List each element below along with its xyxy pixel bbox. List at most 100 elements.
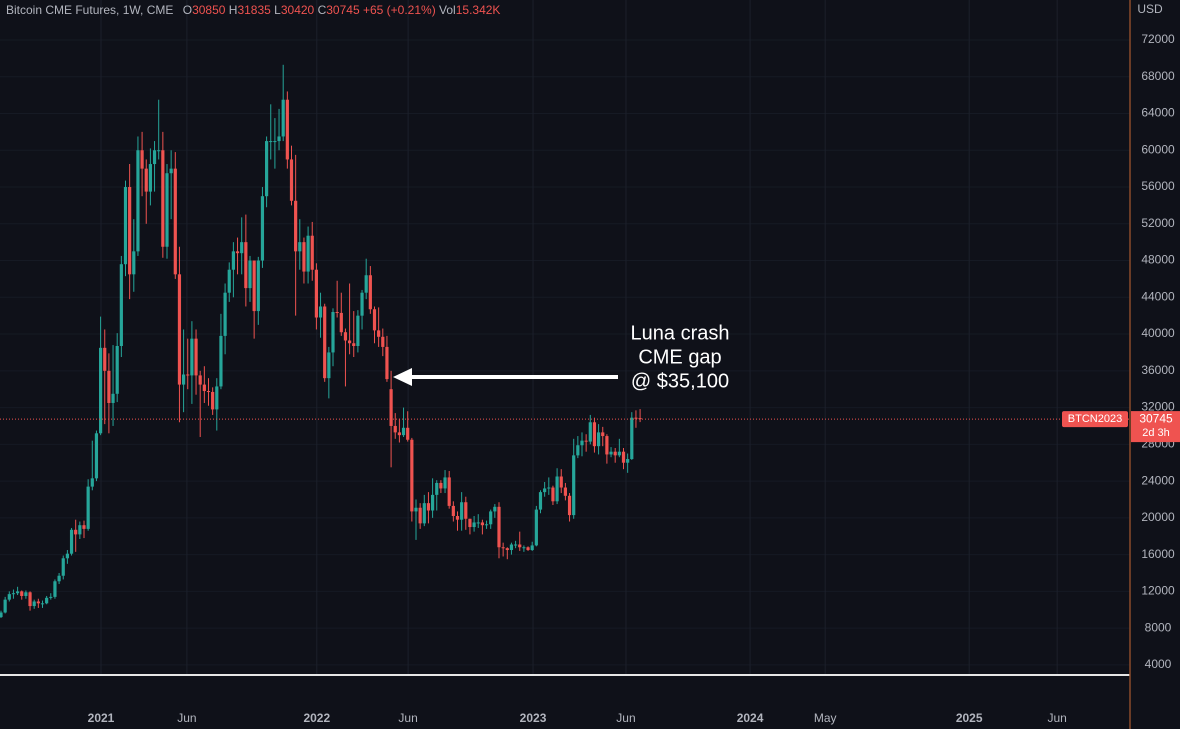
candle-body	[202, 384, 206, 392]
candle-body	[377, 330, 381, 337]
candle-body	[248, 260, 252, 289]
candle-body	[281, 99, 285, 137]
symbol-badge	[1062, 411, 1128, 428]
candle-body	[497, 506, 501, 548]
candle-body	[240, 242, 244, 254]
y-tick-label: 48000	[1141, 253, 1175, 267]
candle-body	[148, 164, 152, 192]
candle-body	[32, 601, 36, 607]
candle-body	[302, 242, 306, 272]
annotation-text: CME gap	[638, 346, 721, 368]
candle-body	[190, 338, 194, 376]
y-tick-label: 36000	[1141, 363, 1175, 377]
candle-body	[323, 306, 327, 379]
candle-body	[177, 274, 182, 385]
candle-body	[509, 544, 514, 551]
candle-body	[484, 524, 489, 526]
candle-body	[555, 476, 559, 502]
candle-body	[53, 581, 57, 597]
candle-body	[580, 440, 584, 446]
candle-body	[306, 235, 310, 272]
x-tick-label: 2022	[303, 711, 330, 725]
volume-label: Vol	[439, 3, 456, 17]
candle-body	[563, 487, 567, 496]
candle-body	[65, 553, 69, 559]
y-tick-label: 16000	[1141, 547, 1175, 561]
candle-body	[559, 476, 563, 488]
candle-body	[381, 336, 385, 347]
candle-body	[28, 592, 32, 607]
candle-body	[277, 136, 281, 142]
candle-body	[45, 597, 49, 604]
ohlc-value: 30420	[280, 3, 315, 17]
candle-body	[161, 150, 165, 247]
x-tick-label: Jun	[616, 711, 635, 725]
y-tick-label: 56000	[1141, 179, 1175, 193]
last-price-label: 30745	[1139, 411, 1173, 425]
candle-body	[119, 264, 123, 347]
candle-body	[136, 150, 140, 252]
candle-body	[530, 545, 534, 551]
candle-body	[356, 315, 360, 347]
y-tick-label: 24000	[1141, 473, 1175, 487]
x-tick-label: May	[814, 711, 837, 725]
candle-body	[7, 594, 11, 600]
candle-body	[132, 251, 136, 275]
symbol-title: Bitcoin CME Futures, 1W, CME	[6, 3, 174, 17]
candle-body	[601, 432, 605, 437]
countdown-label: 2d 3h	[1142, 427, 1170, 439]
y-tick-label: 8000	[1145, 620, 1172, 634]
candle-body	[389, 389, 393, 426]
candle-body	[422, 503, 426, 524]
candle-body	[430, 494, 435, 511]
candle-body	[82, 525, 86, 529]
candle-body	[235, 251, 240, 254]
candle-body	[186, 374, 190, 376]
candle-body	[489, 511, 493, 525]
candle-body	[215, 386, 219, 410]
candle-body	[596, 432, 601, 447]
candle-body	[360, 292, 364, 316]
candle-body	[231, 251, 235, 270]
candle-body	[318, 306, 323, 318]
candle-body	[256, 260, 260, 312]
ohlc-value: 31835	[237, 3, 271, 17]
candle-body	[339, 312, 343, 333]
candle-body	[94, 433, 99, 479]
legend-header: Bitcoin CME Futures, 1W, CME O30850 H318…	[6, 3, 500, 17]
symbol-label: BTCN2023	[1068, 413, 1122, 425]
candle-body	[468, 518, 472, 528]
ohlc-value: 30745	[326, 3, 360, 17]
candle-body	[198, 375, 202, 385]
candle-body	[260, 196, 265, 261]
candle-body	[401, 427, 406, 436]
candle-body	[406, 427, 410, 440]
candle-body	[347, 340, 352, 344]
candle-body	[40, 603, 45, 605]
candle-body	[264, 141, 269, 197]
candle-body	[343, 332, 348, 341]
candle-body	[505, 548, 509, 551]
candle-body	[547, 487, 551, 489]
candle-body	[443, 477, 447, 489]
candle-body	[115, 346, 119, 394]
y-tick-label: 64000	[1141, 106, 1175, 120]
candle-body	[165, 173, 169, 247]
y-tick-label: 40000	[1141, 326, 1175, 340]
candle-body	[526, 547, 530, 551]
candle-body	[3, 599, 7, 613]
candle-body	[368, 275, 372, 310]
change: +65 (+0.21%)	[362, 3, 436, 17]
candle-body	[543, 488, 547, 493]
candle-body	[551, 487, 555, 502]
candle-body	[609, 451, 613, 455]
candle-body	[157, 150, 161, 152]
candle-body	[173, 168, 177, 275]
candle-body	[410, 439, 414, 512]
candle-body	[572, 455, 576, 516]
candle-body	[36, 601, 40, 604]
candle-body	[414, 507, 418, 512]
candle-body	[90, 478, 94, 487]
candle-body	[314, 269, 318, 318]
